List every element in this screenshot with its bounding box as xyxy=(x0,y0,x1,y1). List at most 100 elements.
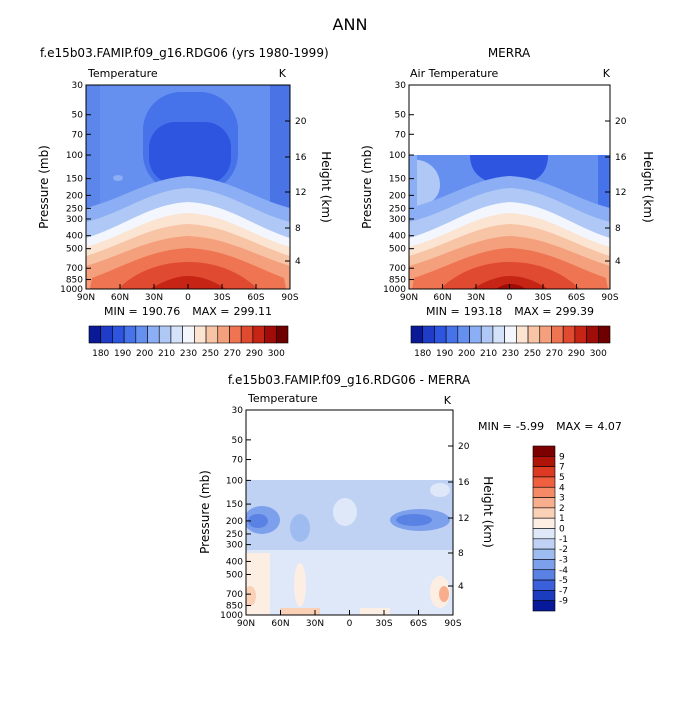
colorbar-swatch xyxy=(205,325,219,344)
y-tick-label: 50 xyxy=(232,436,244,446)
colorbar-swatch xyxy=(551,325,564,344)
colorbar-label: -2 xyxy=(559,545,568,555)
x-tick-label: 60S xyxy=(247,293,264,303)
panel-merra-x-ticks: 90N 60N 30N 0 30S 60S 90S xyxy=(400,284,619,303)
panel-merra-ylabel: Pressure (mb) xyxy=(360,145,374,229)
panel-merra-ylabel-right: Height (km) xyxy=(641,151,655,222)
y-tick-label: 500 xyxy=(389,245,406,255)
y-tick-label: 1000 xyxy=(220,611,243,621)
y-tick-label: 30 xyxy=(395,81,407,91)
colorbar-swatch xyxy=(457,325,470,344)
colorbar-swatch xyxy=(586,325,599,344)
x-tick-label: 60N xyxy=(271,619,289,629)
panel-diff-variable: Temperature xyxy=(247,392,318,405)
y-tick-label: 300 xyxy=(66,215,83,225)
x-tick-label: 60N xyxy=(433,293,451,303)
y-tick-label: 100 xyxy=(389,151,406,161)
colorbar-swatch xyxy=(135,325,148,344)
colorbar-swatch xyxy=(532,507,556,519)
h-tick-label: 4 xyxy=(295,257,301,267)
colorbar-swatch xyxy=(532,559,556,571)
x-tick-label: 30S xyxy=(375,619,392,629)
y-tick-label: 70 xyxy=(72,130,84,140)
colorbar-swatch xyxy=(182,325,195,344)
colorbar-label: 270 xyxy=(224,349,241,359)
y-tick-label: 400 xyxy=(389,232,406,242)
colorbar-label: 3 xyxy=(559,494,565,504)
y-tick-label: 850 xyxy=(66,276,83,286)
x-tick-label: 90N xyxy=(400,293,418,303)
y-tick-label: 200 xyxy=(389,191,406,201)
colorbar-label: 5 xyxy=(559,473,565,483)
panel-diff-h-ticks: 20 16 12 8 4 xyxy=(448,442,470,592)
colorbar-label: -9 xyxy=(559,597,568,607)
colorbar-label: 210 xyxy=(480,349,497,359)
colorbar-swatch xyxy=(532,548,556,560)
x-tick-label: 0 xyxy=(185,293,191,303)
y-tick-label: 1000 xyxy=(60,285,83,295)
colorbar-swatch xyxy=(194,325,207,344)
x-tick-label: 0 xyxy=(507,293,513,303)
panel-model-stats: MIN = 190.76 MAX = 299.11 xyxy=(104,305,272,318)
h-tick-label: 16 xyxy=(295,153,307,163)
panel-diff-field xyxy=(246,480,453,615)
panel-model-h-ticks: 20 16 12 8 4 xyxy=(285,117,307,267)
colorbar-label: 290 xyxy=(568,349,585,359)
colorbar-label: -3 xyxy=(559,555,568,565)
y-tick-label: 100 xyxy=(66,151,83,161)
colorbar-label: 4 xyxy=(559,483,565,493)
colorbar-swatch xyxy=(492,325,505,344)
panel-diff-ylabel-right: Height (km) xyxy=(481,476,495,547)
x-tick-label: 90S xyxy=(444,619,461,629)
colorbar-swatch xyxy=(112,325,125,344)
colorbar-label: 2 xyxy=(559,504,565,514)
y-tick-label: 150 xyxy=(389,175,406,185)
colorbar-label: 230 xyxy=(180,349,197,359)
panel-merra-h-ticks: 20 16 12 8 4 xyxy=(605,117,627,267)
colorbar-swatch xyxy=(516,325,529,344)
main-title: ANN xyxy=(333,15,368,34)
colorbar-swatch xyxy=(539,325,552,344)
x-tick-label: 30N xyxy=(306,619,324,629)
panel-merra: MERRA Air Temperature K 3050701001502002… xyxy=(360,46,655,359)
y-tick-label: 150 xyxy=(226,500,243,510)
colorbar-label: 190 xyxy=(114,349,131,359)
h-tick-label: 4 xyxy=(458,582,464,592)
panel-diff-ylabel: Pressure (mb) xyxy=(198,470,212,554)
x-tick-label: 60N xyxy=(111,293,129,303)
y-tick-label: 30 xyxy=(232,406,244,416)
panel-model-ylabel-right: Height (km) xyxy=(319,151,333,222)
h-tick-label: 8 xyxy=(295,224,301,234)
y-tick-label: 1000 xyxy=(383,285,406,295)
h-tick-label: 8 xyxy=(458,549,464,559)
x-tick-label: 30S xyxy=(213,293,230,303)
panel-diff: f.e15b03.FAMIP.f09_g16.RDG06 - MERRA Tem… xyxy=(198,373,622,629)
colorbar-swatch xyxy=(480,325,494,344)
colorbar-swatch xyxy=(252,325,265,344)
colorbar-swatch xyxy=(100,325,113,344)
colorbar-label: 200 xyxy=(136,349,153,359)
colorbar-label: 200 xyxy=(458,349,475,359)
x-tick-label: 30N xyxy=(145,293,163,303)
panel-model-units: K xyxy=(279,67,287,80)
colorbar-swatch xyxy=(574,325,587,344)
colorbar-swatch xyxy=(422,325,435,344)
colorbar-swatch xyxy=(532,579,556,591)
x-tick-label: 90S xyxy=(601,293,618,303)
y-tick-label: 70 xyxy=(395,130,407,140)
x-tick-label: 90N xyxy=(237,619,255,629)
x-tick-label: 60S xyxy=(568,293,585,303)
colorbar-swatch xyxy=(147,325,160,344)
y-tick-label: 300 xyxy=(389,215,406,225)
y-tick-label: 400 xyxy=(226,557,243,567)
colorbar-label: 250 xyxy=(524,349,541,359)
h-tick-label: 20 xyxy=(295,117,307,127)
colorbar-label: 300 xyxy=(268,349,285,359)
colorbar-swatch xyxy=(170,325,183,344)
h-tick-label: 20 xyxy=(615,117,627,127)
panel-merra-stats: MIN = 193.18 MAX = 299.39 xyxy=(426,305,594,318)
panel-model-title: f.e15b03.FAMIP.f09_g16.RDG06 (yrs 1980-1… xyxy=(40,46,329,60)
